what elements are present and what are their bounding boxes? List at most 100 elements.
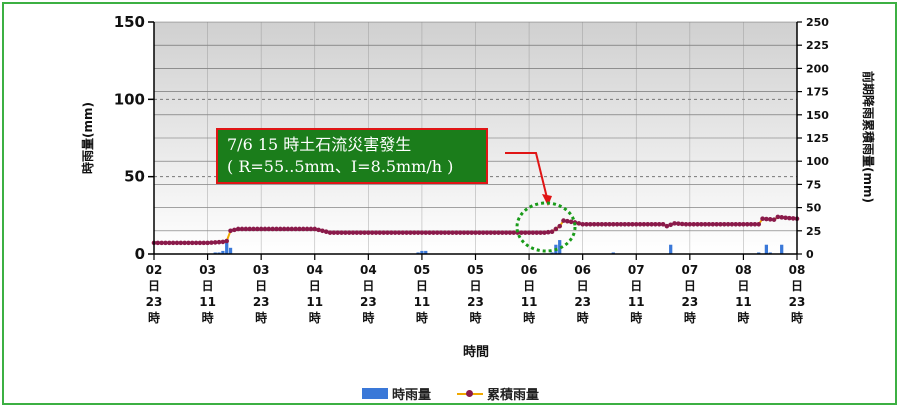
cumulative-point [565,218,570,224]
cumulative-point [350,230,356,235]
cumulative-point [790,216,796,221]
cumulative-point [442,230,448,235]
bar-swatch-icon [361,388,388,399]
cumulative-point [457,230,463,235]
cumulative-point [255,226,260,232]
cumulative-point [312,226,318,232]
cumulative-point [285,226,291,232]
x-tick-label: 04 [306,263,323,277]
cumulative-point [633,222,639,227]
cumulative-point [687,222,693,227]
x-tick-label: 時 [469,310,481,325]
x-tick-label: 日 [791,279,803,293]
cumulative-point [243,226,249,232]
cumulative-point [729,222,735,227]
cumulative-point [377,230,383,235]
cumulative-point [653,222,658,227]
left-axis-ticks: 0 50 100 150 [114,13,154,263]
cumulative-point [645,222,651,227]
cumulative-point [538,230,543,235]
left-tick-label: 0 [135,245,145,263]
x-tick-label: 08 [735,263,752,277]
cumulative-point [366,230,371,235]
cumulative-point [603,222,608,227]
cumulative-point [496,230,501,235]
cumulative-point [438,230,444,235]
x-tick-label: 時 [737,310,749,325]
cumulative-point [385,230,390,235]
cumulative-point [212,240,218,245]
rain-bar [221,250,225,254]
legend-item-cumulative: 累積雨量 [457,384,539,403]
right-tick-label: 100 [806,155,829,168]
cumulative-point [239,226,245,232]
right-tick-label: 225 [806,39,829,52]
left-axis-label: 時雨量(mm) [80,102,95,174]
cumulative-point [415,230,421,235]
rain-bar [228,247,233,254]
cumulative-point [465,230,471,235]
cumulative-point [251,226,256,232]
cumulative-point [656,222,662,227]
cumulative-point [362,230,367,235]
cumulative-point [519,230,524,235]
rain-bar [213,252,217,254]
cumulative-point [293,226,298,232]
cumulative-point [419,230,425,235]
x-tick-label: 23 [789,295,806,309]
cumulative-point [748,222,754,227]
x-tick-label: 時 [523,310,535,325]
cumulative-point [320,228,325,234]
x-tick-label: 11 [628,295,645,309]
cumulative-point [484,230,490,235]
cumulative-point [343,230,348,235]
x-tick-label: 08 [789,263,806,277]
cumulative-point [702,222,708,227]
rain-bar [764,244,769,254]
cumulative-point [209,240,214,245]
cumulative-point [480,230,486,235]
cumulative-point [155,240,161,246]
cumulative-point [258,226,264,232]
cumulative-point [580,222,585,227]
cumulative-point [400,230,406,235]
cumulative-point [339,230,344,235]
cumulative-point [369,230,375,235]
x-axis-label: 時間 [463,344,489,360]
cumulative-point [304,226,310,232]
rain-bar [669,244,673,254]
cumulative-point [228,228,233,234]
cumulative-point [779,215,784,220]
event-highlight-circle [515,201,577,253]
cumulative-point [622,222,628,227]
x-tick-label: 日 [362,279,374,293]
rain-bar [225,240,229,254]
cumulative-point [668,222,673,228]
left-tick-label: 100 [114,90,145,108]
cumulative-point [737,222,742,227]
cumulative-point [488,230,494,235]
annotation-arrowhead [542,194,552,206]
x-tick-label: 03 [253,263,270,277]
cumulative-point [469,230,474,235]
x-tick-label: 07 [681,263,698,277]
annotation-line-2: ( R=55..5mm、I=8.5mm/h ) [227,157,454,176]
cumulative-point [522,230,528,235]
event-annotation-box: 7/6 15 時土石流災害發生 ( R=55..5mm、I=8.5mm/h ) [216,128,488,184]
cumulative-point [641,222,647,227]
cumulative-point [507,230,513,235]
cumulative-point [630,222,635,227]
x-tick-label: 日 [148,279,160,293]
right-tick-label: 250 [806,16,829,29]
legend-label-hourly: 時雨量 [391,388,431,403]
cumulative-point [461,230,467,235]
cumulative-point [710,222,716,227]
x-tick-label: 05 [467,263,484,277]
cumulative-point [545,229,551,235]
cumulative-point [159,240,164,246]
cumulative-point [553,226,559,232]
x-tick-label: 日 [577,279,589,293]
cumulative-point [591,222,597,227]
cumulative-point [450,230,455,235]
